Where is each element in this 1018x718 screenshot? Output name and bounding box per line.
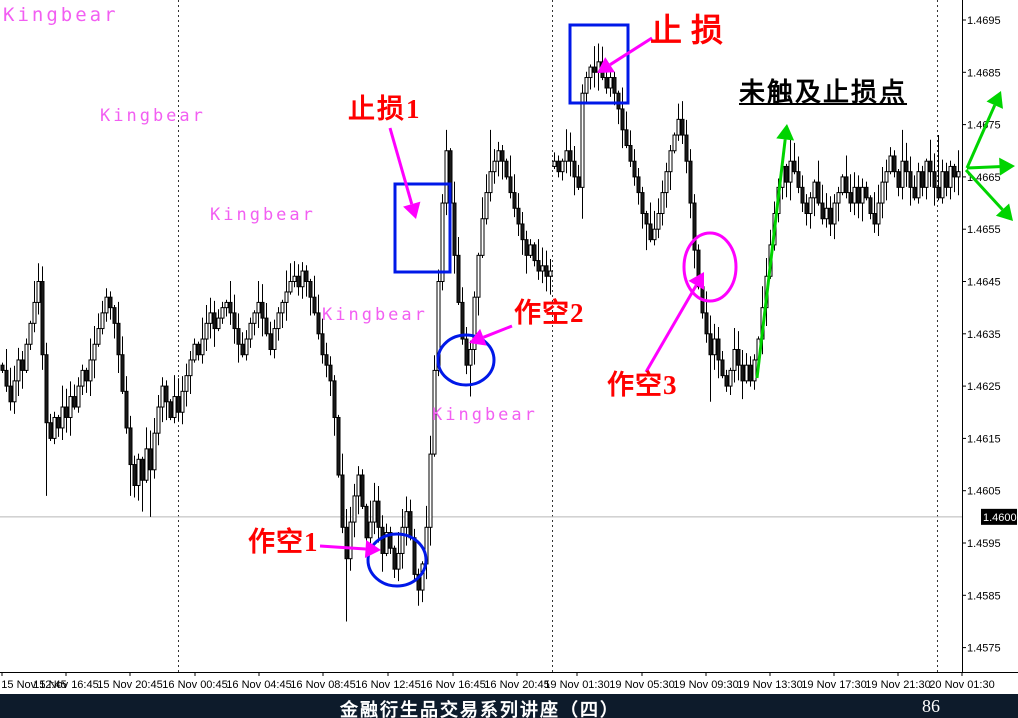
watermark: Kingbear (100, 106, 206, 126)
svg-text:1.4685: 1.4685 (967, 67, 1001, 79)
svg-text:16 Nov 20:45: 16 Nov 20:45 (484, 679, 549, 691)
watermark: Kingbear (3, 4, 119, 26)
svg-text:16 Nov 00:45: 16 Nov 00:45 (162, 679, 227, 691)
svg-text:1.4655: 1.4655 (967, 224, 1001, 236)
svg-text:1.4675: 1.4675 (967, 120, 1001, 132)
annotation-stop-loss: 止损 (650, 12, 733, 48)
svg-text:15 Nov 16:45: 15 Nov 16:45 (33, 679, 98, 691)
svg-text:15 Nov 20:45: 15 Nov 20:45 (97, 679, 162, 691)
price-axis: 1.46951.46851.46751.46651.46551.46451.46… (962, 15, 1017, 655)
svg-text:1.4600: 1.4600 (983, 512, 1017, 524)
svg-text:19 Nov 05:30: 19 Nov 05:30 (609, 679, 674, 691)
annotation-short-1: 作空1 (248, 527, 319, 557)
svg-text:20 Nov 01:30: 20 Nov 01:30 (929, 679, 994, 691)
footer-bar: 金融衍生品交易系列讲座（四） 86 (0, 694, 1018, 718)
svg-text:1.4635: 1.4635 (967, 329, 1001, 341)
annotation-stop-loss-1: 止损1 (348, 94, 422, 124)
svg-text:15 Nov 12:45: 15 Nov 12:45 (1, 679, 66, 691)
annotation-short-3: 作空3 (607, 370, 678, 400)
svg-text:1.4595: 1.4595 (967, 538, 1001, 550)
svg-text:19 Nov 09:30: 19 Nov 09:30 (673, 679, 738, 691)
page-number: 86 (922, 696, 940, 716)
svg-text:1.4615: 1.4615 (967, 433, 1001, 445)
annotation-short-2: 作空2 (514, 298, 585, 328)
svg-text:1.4605: 1.4605 (967, 486, 1001, 498)
svg-text:19 Nov 01:30: 19 Nov 01:30 (544, 679, 609, 691)
svg-text:19 Nov 13:30: 19 Nov 13:30 (737, 679, 802, 691)
watermark: Kingbear (210, 205, 316, 225)
svg-text:1.4695: 1.4695 (967, 15, 1001, 27)
svg-text:1.4575: 1.4575 (967, 643, 1001, 655)
svg-text:1.4585: 1.4585 (967, 590, 1001, 602)
annotation-not-hit-stop: 未触及止损点 (739, 78, 908, 107)
svg-text:16 Nov 04:45: 16 Nov 04:45 (226, 679, 291, 691)
annotation-shapes (319, 23, 1015, 588)
grid-layer (0, 0, 962, 672)
svg-text:19 Nov 17:30: 19 Nov 17:30 (801, 679, 866, 691)
svg-text:16 Nov 16:45: 16 Nov 16:45 (420, 679, 485, 691)
axes-layer (0, 0, 1018, 673)
watermark: Kingbear (322, 305, 428, 325)
footer-title: 金融衍生品交易系列讲座（四） (340, 700, 620, 718)
watermark: Kingbear (432, 405, 538, 425)
svg-text:1.4645: 1.4645 (967, 277, 1001, 289)
candles-layer (0, 43, 961, 622)
svg-text:16 Nov 08:45: 16 Nov 08:45 (290, 679, 355, 691)
svg-text:16 Nov 12:45: 16 Nov 12:45 (355, 679, 420, 691)
svg-text:1.4625: 1.4625 (967, 381, 1001, 393)
svg-text:19 Nov 21:30: 19 Nov 21:30 (865, 679, 930, 691)
